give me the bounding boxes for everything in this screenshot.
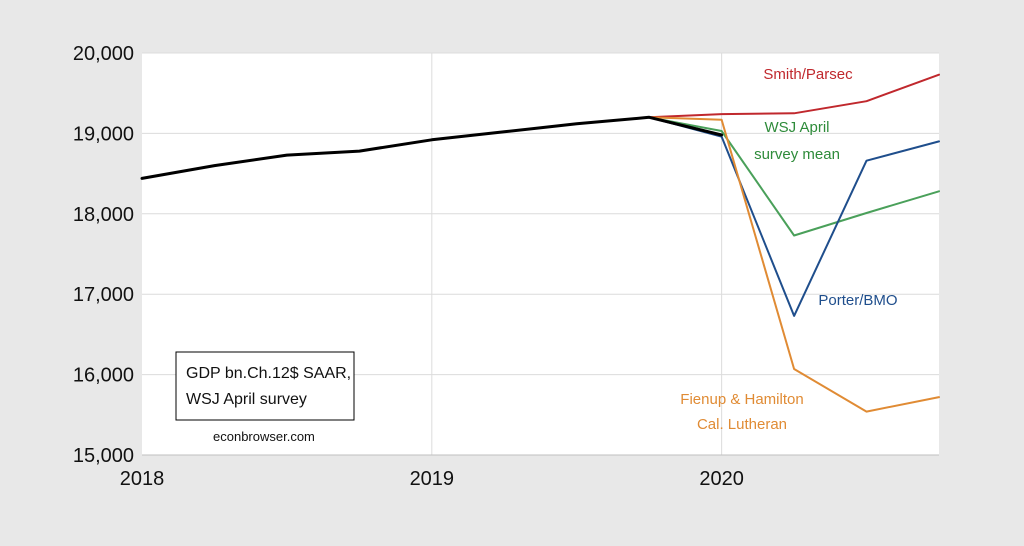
series-line-historical xyxy=(140,115,724,180)
series-line-2 xyxy=(648,116,940,237)
series-label: Porter/BMO xyxy=(818,292,897,309)
series-group xyxy=(140,73,940,413)
note-box xyxy=(175,351,355,421)
series-label: Fienup & Hamilton xyxy=(680,391,803,408)
y-tick-label: 18,000 xyxy=(73,204,134,226)
note-text: GDP bn.Ch.12$ SAAR, xyxy=(186,365,351,382)
axes: 20,000 19,000 18,000 17,000 16,000 15,0002018… xyxy=(73,43,939,490)
series-label: WSJ April xyxy=(764,119,829,136)
series-label: Smith/Parsec xyxy=(763,66,853,83)
y-tick-label: 20,000 xyxy=(73,43,134,65)
y-tick-label: 17,000 xyxy=(73,284,134,306)
note-text: WSJ April survey xyxy=(186,391,307,408)
series-label: Cal. Lutheran xyxy=(697,416,787,433)
credit-text: econbrowser.com xyxy=(213,429,315,444)
series-label: survey mean xyxy=(754,146,840,163)
y-tick-label: 15,000 xyxy=(73,445,134,467)
y-tick-label: 16,000 xyxy=(73,365,134,387)
grid xyxy=(142,52,939,455)
series-line-1 xyxy=(648,73,940,119)
x-tick-label: 2018 xyxy=(120,468,165,490)
y-tick-label: 19,000 xyxy=(73,123,134,145)
annotations: Smith/Parsec WSJ April survey mean Porter/B… xyxy=(175,66,898,444)
series-line-4 xyxy=(648,116,940,413)
x-tick-label: 2020 xyxy=(699,468,744,490)
x-tick-label: 2019 xyxy=(410,468,455,490)
